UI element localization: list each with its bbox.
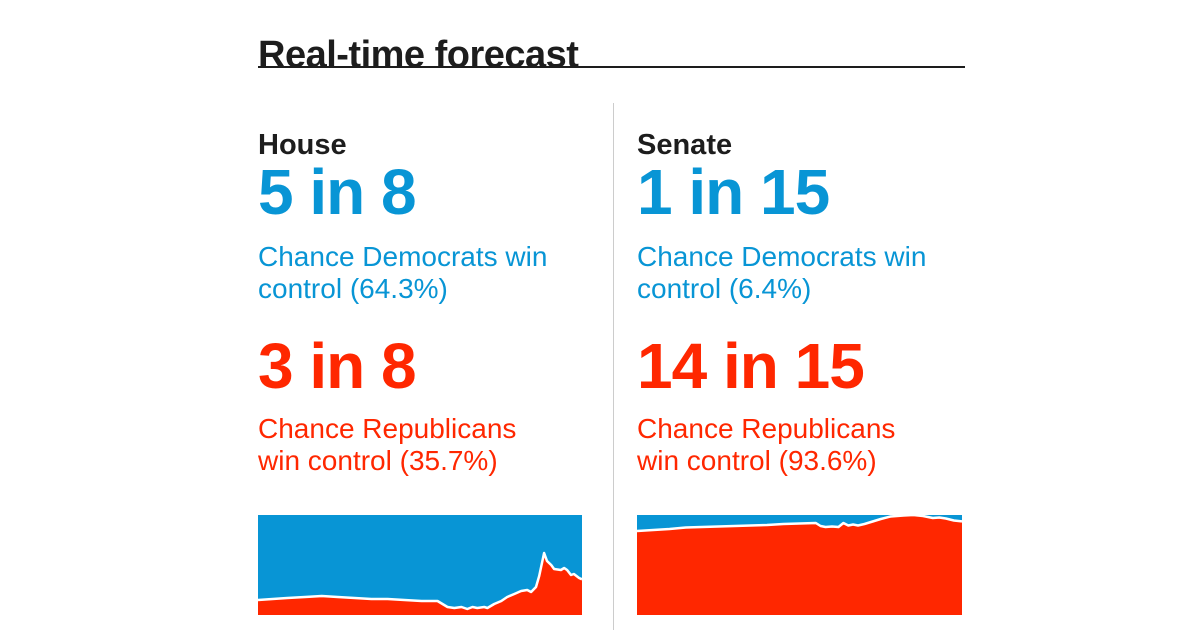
house-democrat-caption: Chance Democrats win control (64.3%) — [258, 241, 547, 305]
senate-democrat-caption-line-2: control (6.4%) — [637, 273, 812, 304]
senate-heading: Senate — [637, 129, 733, 162]
house-republican-caption: Chance Republicans win control (35.7%) — [258, 413, 516, 477]
house-republican-caption-line-2: win control (35.7%) — [258, 445, 498, 476]
senate-republican-caption: Chance Republicans win control (93.6%) — [637, 413, 895, 477]
senate-trend-chart — [637, 515, 962, 615]
column-divider — [613, 103, 614, 630]
house-democrat-odds: 5 in 8 — [258, 156, 417, 228]
senate-democrat-caption-line-1: Chance Democrats win — [637, 241, 927, 272]
house-heading: House — [258, 129, 347, 162]
house-republican-odds: 3 in 8 — [258, 330, 417, 402]
senate-republican-caption-line-2: win control (93.6%) — [637, 445, 877, 476]
senate-democrat-odds: 1 in 15 — [637, 156, 830, 228]
senate-republican-odds: 14 in 15 — [637, 330, 865, 402]
house-column: House 5 in 8 Chance Democrats win contro… — [258, 0, 582, 630]
house-democrat-caption-line-2: control (64.3%) — [258, 273, 448, 304]
title-rule — [258, 66, 965, 68]
house-trend-chart — [258, 515, 582, 615]
senate-republican-caption-line-1: Chance Republicans — [637, 413, 896, 444]
page-title: Real-time forecast — [258, 34, 579, 77]
senate-column: Senate 1 in 15 Chance Democrats win cont… — [637, 0, 962, 630]
house-republican-caption-line-1: Chance Republicans — [258, 413, 517, 444]
house-democrat-caption-line-1: Chance Democrats win — [258, 241, 548, 272]
senate-democrat-caption: Chance Democrats win control (6.4%) — [637, 241, 926, 305]
